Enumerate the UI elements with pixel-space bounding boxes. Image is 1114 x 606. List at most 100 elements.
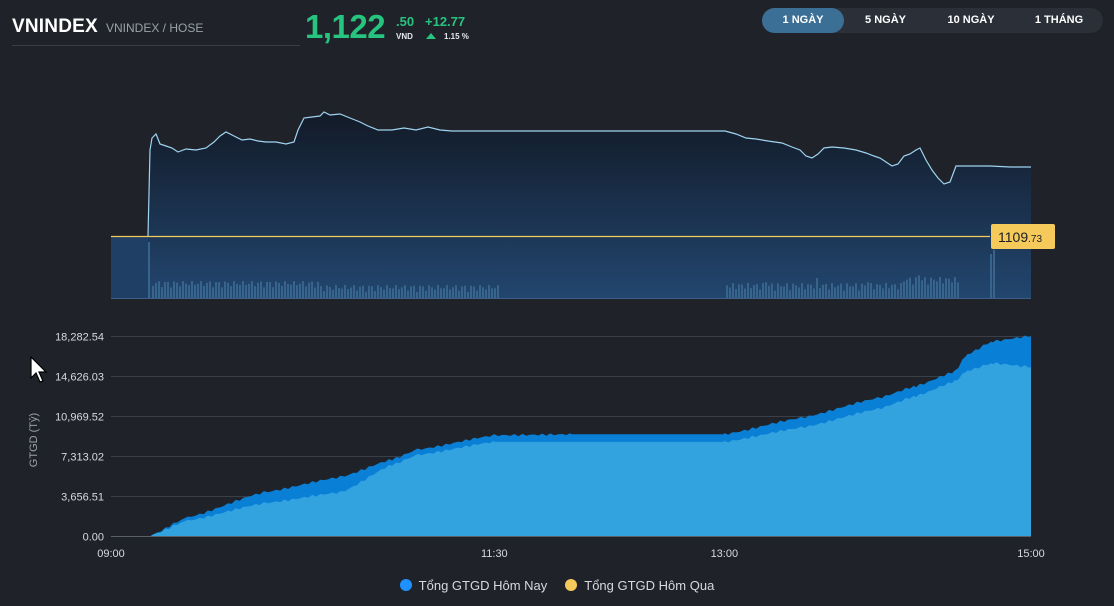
volume-bar [753, 284, 755, 298]
volume-bar [912, 284, 914, 298]
volume-bar [215, 282, 217, 298]
price-chart[interactable]: 1109.73 [111, 111, 1055, 299]
legend-item-yesterday[interactable]: Tổng GTGD Hôm Qua [565, 575, 714, 595]
volume-bar [164, 282, 166, 298]
volume-bar [182, 281, 184, 298]
volume-bar [302, 281, 304, 298]
volume-bar [308, 282, 310, 298]
volume-bar [446, 285, 448, 298]
volume-bars [148, 242, 995, 298]
volume-bar [867, 282, 869, 298]
volume-bar [380, 287, 382, 298]
volume-bar [741, 284, 743, 298]
volume-bar [951, 282, 953, 298]
volume-bar [798, 287, 800, 298]
volume-bar [185, 283, 187, 298]
volume-bar [837, 285, 839, 298]
volume-bar [239, 284, 241, 298]
volume-bar [359, 286, 361, 298]
volume-bar [789, 290, 791, 298]
reference-badge: 1109.73 [991, 224, 1055, 249]
volume-bar [437, 285, 439, 298]
volume-bar [930, 277, 932, 298]
tab-1-month[interactable]: 1 THÁNG [1034, 14, 1084, 26]
series-area-yesterday [111, 362, 1031, 537]
volume-bar [299, 283, 301, 298]
price-area [148, 112, 1031, 298]
volume-bar [167, 281, 169, 298]
volume-bar [933, 279, 935, 298]
volume-bar [419, 285, 421, 298]
tab-10-days[interactable]: 10 NGÀY [947, 14, 995, 26]
volume-bar [942, 283, 944, 298]
volume-bar [813, 288, 815, 298]
volume-bar [891, 284, 893, 298]
x-tick-label: 15:00 [1017, 548, 1045, 560]
volume-bar [242, 281, 244, 298]
volume-bar [290, 284, 292, 298]
trading-value-chart[interactable]: 18,282.54 14,626.03 10,969.52 7,313.02 3,656… [28, 332, 1045, 561]
volume-bar [236, 283, 238, 298]
volume-bar [957, 282, 959, 298]
legend-item-today[interactable]: Tổng GTGD Hôm Nay [399, 575, 547, 595]
x-tick-label: 11:30 [481, 548, 508, 560]
volume-bar [924, 277, 926, 298]
volume-bar [777, 283, 779, 298]
volume-bar [861, 283, 863, 298]
volume-bar [410, 286, 412, 298]
volume-bar [266, 281, 268, 298]
volume-bar [945, 278, 947, 298]
volume-bar [155, 282, 157, 298]
volume-bar [846, 283, 848, 298]
volume-bar [885, 283, 887, 298]
volume-bar [470, 285, 472, 298]
volume-bar [879, 284, 881, 298]
volume-bar [407, 290, 409, 298]
volume-bar [161, 287, 163, 298]
volume-bar [909, 277, 911, 298]
y-tick-label: 3,656.51 [61, 492, 104, 504]
volume-bar [254, 286, 256, 298]
volume-bar [452, 287, 454, 298]
legend-dot-yesterday [565, 579, 578, 591]
volume-bar [870, 283, 872, 298]
reference-value-label: 1109.73 [998, 229, 1042, 245]
volume-bar [897, 289, 899, 298]
volume-bar [819, 288, 821, 298]
volume-bar [900, 283, 902, 298]
pre-open-band [111, 236, 148, 298]
volume-bar [434, 289, 436, 298]
volume-bar [990, 254, 992, 298]
charts-svg: 1109.73 18,282.54 14,626.03 10,969.52 7,313… [28, 111, 1055, 561]
volume-bar [284, 281, 286, 298]
volume-bar [281, 285, 283, 298]
header: VNINDEX VNINDEX / HOSE 1,122 .50 VND +12… [0, 0, 1114, 50]
volume-bar [834, 287, 836, 298]
volume-bar [497, 285, 499, 298]
volume-bar [344, 285, 346, 298]
volume-bar [416, 291, 418, 298]
volume-bar [464, 285, 466, 298]
volume-bar [852, 286, 854, 298]
tab-5-days[interactable]: 5 NGÀY [865, 14, 906, 26]
volume-bar [314, 287, 316, 298]
price-line [147, 111, 1031, 237]
volume-bar [756, 284, 758, 298]
volume-bar [888, 288, 890, 298]
volume-bar [257, 282, 259, 298]
volume-bar [269, 282, 271, 298]
volume-bar [864, 285, 866, 298]
tab-1-day[interactable]: 1 NGÀY [762, 8, 844, 33]
volume-bar [374, 290, 376, 298]
volume-bar [287, 283, 289, 298]
volume-bar [200, 281, 202, 298]
volume-bar [148, 242, 150, 298]
volume-bar [906, 279, 908, 298]
y-axis-ticks: 18,282.54 14,626.03 10,969.52 7,313.02 3,656… [55, 332, 104, 544]
volume-bar [876, 284, 878, 298]
volume-bar [296, 285, 298, 298]
volume-bar [275, 281, 277, 298]
volume-bar [494, 288, 496, 298]
volume-bar [780, 286, 782, 298]
volume-bar [212, 287, 214, 298]
